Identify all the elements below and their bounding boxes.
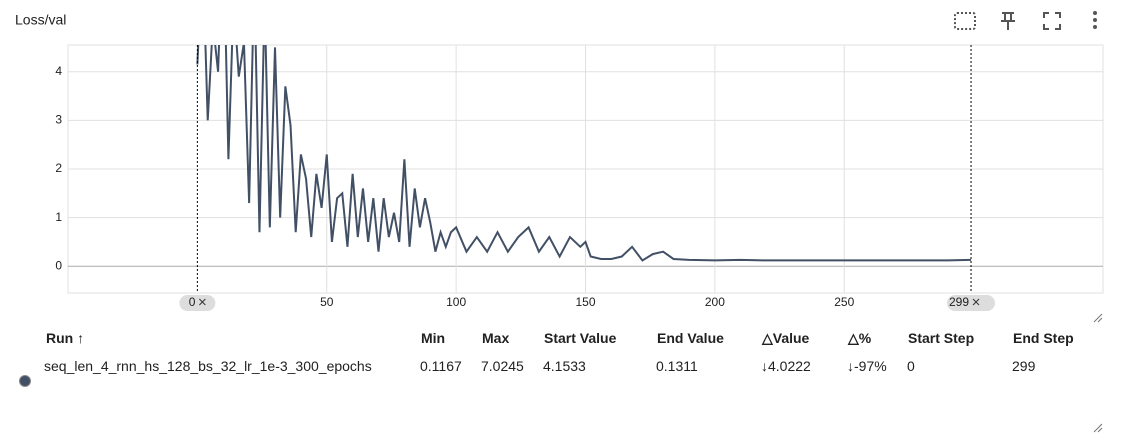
fullscreen-button[interactable] [1043,12,1061,30]
menu-button[interactable] [1093,11,1097,29]
column-header[interactable]: Start Value [544,330,617,346]
column-header[interactable]: △% [848,330,872,346]
column-header[interactable]: End Step [1013,330,1074,346]
step-badge-bg [179,295,216,311]
y-tick-label: 2 [55,161,62,175]
step-badge-label: 299 [949,295,969,309]
column-header[interactable]: Max [482,330,510,346]
x-tick-label: 50 [320,295,334,309]
pin-button[interactable] [1001,12,1015,30]
table-cell: seq_len_4_rnn_hs_128_bs_32_lr_1e-3_300_e… [44,358,372,374]
y-tick-label: 3 [55,113,62,127]
table-cell: 299 [1012,358,1036,374]
column-header[interactable]: Min [421,330,446,346]
step-badge: 0 [179,295,216,311]
step-badge-close[interactable] [199,298,206,306]
card-title: Loss/val [15,12,66,28]
column-header[interactable]: Run ↑ [46,330,85,346]
step-badge: 299 [947,295,996,311]
x-tick-label: 200 [705,295,725,309]
step-badge-bg [947,295,996,311]
y-tick-label: 0 [55,258,62,272]
y-tick-label: 4 [55,64,62,78]
x-tick-label: 150 [575,295,595,309]
column-header[interactable]: End Value [657,330,724,346]
run-color-dot[interactable] [19,375,31,387]
series-line [196,45,972,262]
toolbar [954,11,1097,30]
y-tick-label: 1 [55,210,62,224]
table-cell: 0.1311 [656,358,698,374]
table-cell: ↓-97% [847,358,887,374]
fit-domain-button[interactable] [954,12,976,30]
table-cell: 0 [907,358,915,374]
x-tick-label: 100 [446,295,466,309]
step-badge-close[interactable] [972,298,980,306]
table-cell: ↓4.0222 [761,358,811,374]
table-cell: 7.0245 [481,358,524,374]
resize-handle [1093,313,1103,433]
table-cell: 4.1533 [543,358,586,374]
table-cell: 0.1167 [420,358,462,374]
column-header[interactable]: Start Step [908,330,975,346]
column-header[interactable]: △Value [762,330,810,346]
step-badge-label: 0 [189,295,196,309]
x-tick-label: 250 [834,295,854,309]
